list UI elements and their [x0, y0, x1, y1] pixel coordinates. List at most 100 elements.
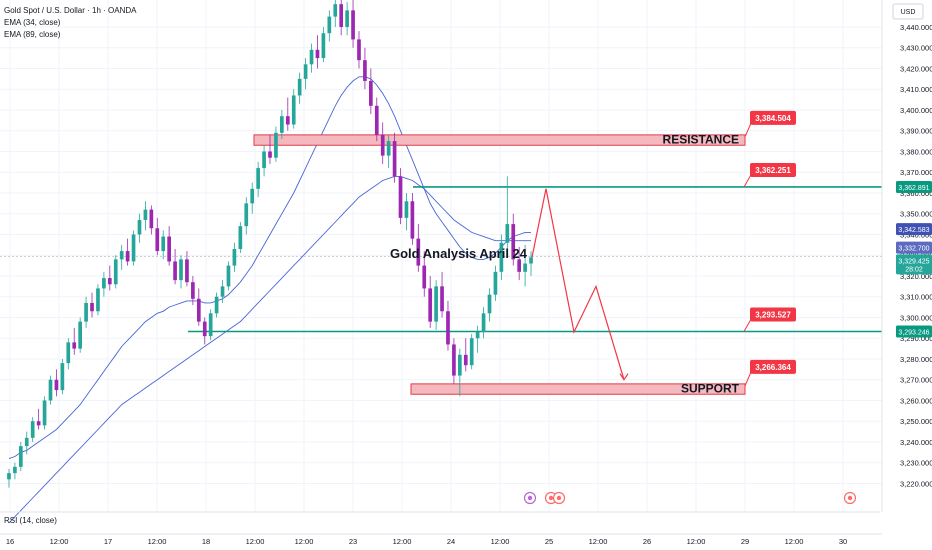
y-tick-label-0: 3,220.000 [900, 479, 932, 488]
candle-5 [36, 408, 41, 430]
candle-61 [369, 68, 373, 115]
candle-14 [90, 292, 94, 318]
level-tag-value-1: 3,293.246 [898, 329, 929, 336]
x-tick-label-9: 24 [447, 537, 455, 546]
candle-81 [487, 288, 492, 322]
candle-9 [60, 358, 65, 395]
candle-body-30 [185, 259, 189, 283]
candle-body-43 [262, 151, 266, 169]
candle-58 [351, 0, 355, 48]
y-tick-label-4: 3,260.000 [900, 396, 932, 405]
candle-23 [143, 201, 148, 231]
event-flag-dot-2 [556, 495, 562, 501]
candle-body-61 [369, 80, 373, 106]
y-tick-label-9: 3,310.000 [900, 293, 932, 302]
candle-18 [113, 255, 118, 289]
candle-body-63 [380, 134, 385, 156]
candle-body-38 [232, 249, 237, 266]
candle-24 [149, 205, 154, 235]
candle-27 [167, 226, 171, 266]
candle-body-22 [137, 219, 142, 235]
candle-body-79 [475, 332, 480, 339]
y-tick-label-18: 3,400.000 [900, 106, 932, 115]
candle-85 [511, 213, 516, 266]
candle-body-33 [202, 321, 207, 337]
candle-body-35 [214, 296, 219, 314]
y-tick-label-19: 3,410.000 [900, 85, 932, 94]
candle-body-18 [113, 259, 118, 285]
candle-body-26 [161, 236, 166, 252]
candle-52 [315, 35, 320, 69]
event-flag-dot-1 [548, 495, 554, 501]
y-tick-label-8: 3,300.000 [900, 313, 932, 322]
chart-title: Gold Analysis April 24 [390, 246, 528, 261]
y-tick-label-10: 3,320.000 [900, 272, 932, 281]
candle-body-81 [487, 294, 492, 314]
candle-body-59 [357, 39, 361, 61]
candle-88 [529, 251, 533, 276]
legend-ema-89: EMA (89, close) [4, 30, 61, 39]
candle-body-16 [102, 278, 106, 289]
candle-body-20 [125, 251, 130, 262]
price-tag-box-0 [896, 223, 932, 236]
candle-70 [422, 251, 427, 297]
y-tick-label-2: 3,240.000 [900, 438, 932, 447]
price-tag-box-1 [896, 241, 932, 254]
x-tick-label-17: 30 [839, 537, 847, 546]
x-tick-label-2: 17 [104, 537, 112, 546]
zone-label-resistance: RESISTANCE [663, 132, 739, 146]
x-tick-label-12: 12:00 [589, 537, 608, 546]
ema-34-line [8, 76, 531, 460]
candle-body-36 [220, 286, 225, 297]
candle-body-74 [446, 311, 450, 345]
candle-44 [268, 134, 272, 164]
candle-body-45 [274, 132, 278, 158]
projection-path [531, 188, 629, 381]
x-tick-label-1: 12:00 [50, 537, 69, 546]
time-axis[interactable]: 16 12:00 17 12:00 18 12:00 12:00 23 12:00 24 12:00… [0, 533, 882, 546]
x-tick-label-15: 29 [741, 537, 749, 546]
zone-callout-value-0: 3,384.504 [755, 114, 791, 123]
candle-49 [297, 72, 302, 104]
candle-body-87 [523, 263, 527, 272]
candle-body-4 [30, 421, 35, 438]
x-tick-label-16: 12:00 [785, 537, 804, 546]
candle-body-50 [303, 64, 308, 79]
candle-body-1 [13, 466, 17, 474]
candle-48 [291, 89, 296, 129]
candle-body-28 [173, 261, 177, 281]
candle-body-21 [131, 234, 136, 262]
candle-75 [452, 338, 456, 384]
candle-body-8 [54, 379, 59, 391]
candle-body-75 [452, 344, 456, 376]
x-tick-label-8: 12:00 [393, 537, 412, 546]
x-tick-label-6: 12:00 [295, 537, 314, 546]
candle-body-66 [398, 176, 403, 218]
candle-body-55 [333, 4, 338, 17]
candle-body-60 [363, 60, 367, 81]
zone-label-support: SUPPORT [681, 381, 740, 395]
candle-41 [250, 182, 255, 214]
candle-46 [280, 109, 284, 140]
y-tick-label-5: 3,270.000 [900, 376, 932, 385]
candle-34 [208, 309, 213, 341]
candle-22 [137, 213, 142, 243]
y-tick-label-7: 3,290.000 [900, 334, 932, 343]
candle-3 [24, 431, 29, 455]
candle-body-41 [250, 188, 255, 204]
y-tick-label-21: 3,430.000 [900, 44, 932, 53]
candle-body-42 [256, 168, 260, 189]
currency-selector[interactable]: USD [892, 3, 924, 20]
projection-line [531, 188, 625, 380]
candle-body-23 [143, 209, 148, 220]
candle-50 [303, 58, 308, 90]
candle-26 [161, 230, 166, 260]
candle-67 [404, 192, 409, 231]
level-callout-value-0: 3,362.251 [755, 166, 791, 175]
candle-body-51 [309, 49, 314, 65]
level-callout-box-0 [750, 162, 796, 177]
candle-25 [155, 217, 160, 256]
candle-body-84 [505, 224, 510, 243]
candle-16 [102, 271, 106, 297]
